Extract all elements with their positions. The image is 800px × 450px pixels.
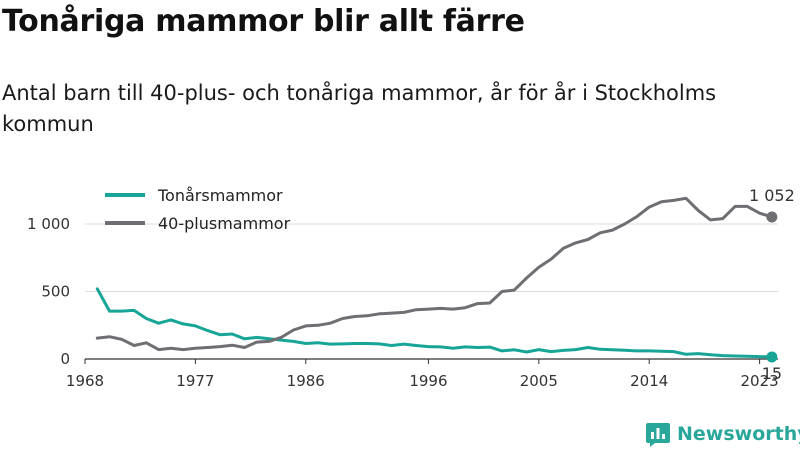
- x-tick-label: 1996: [409, 372, 447, 390]
- end-label-2: 1 052: [749, 186, 795, 205]
- end-label-1: 15: [762, 364, 782, 383]
- newsworthy-logo: Newsworthy: [645, 420, 800, 448]
- x-tick-label: 1986: [287, 372, 325, 390]
- chart-subtitle: Antal barn till 40-plus- och tonåriga ma…: [2, 81, 717, 136]
- x-tick-label: 2005: [520, 372, 558, 390]
- x-tick-label: 1968: [66, 372, 104, 390]
- x-axis: 1968 1977 1986 1996 2005 2014 2023: [66, 359, 779, 390]
- series-line-2: [95, 196, 774, 352]
- series-lines: [95, 196, 778, 363]
- y-axis: 0 500 1 000: [27, 215, 70, 368]
- grid-lines: [85, 223, 778, 360]
- legend-label-2: 40-plusmammor: [158, 214, 291, 233]
- brand-name: Newsworthy: [677, 423, 800, 445]
- legend-label-1: Tonårsmammor: [157, 186, 283, 205]
- y-tick-label: 0: [60, 350, 70, 368]
- end-labels: 15 1 052: [749, 186, 795, 383]
- chart-title: Tonåriga mammor blir allt färre: [2, 4, 525, 39]
- series-line-1: [95, 287, 774, 359]
- series-end-point-2: [766, 211, 778, 223]
- y-tick-label: 1 000: [27, 215, 70, 233]
- series-end-point-1: [766, 351, 778, 363]
- x-tick-label: 2014: [630, 372, 668, 390]
- newsworthy-logo-icon: [646, 423, 670, 447]
- x-tick-label: 1977: [176, 372, 214, 390]
- legend: Tonårsmammor 40-plusmammor: [105, 186, 291, 233]
- y-tick-label: 500: [41, 283, 70, 301]
- x-tick-label: 2023: [741, 372, 779, 390]
